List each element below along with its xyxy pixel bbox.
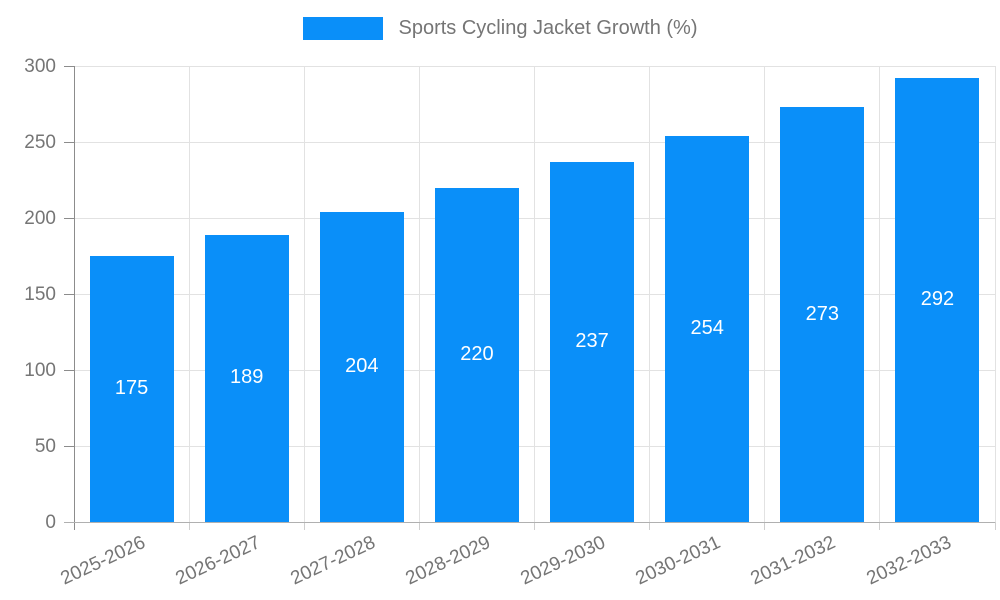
x-gridline xyxy=(188,66,190,522)
y-tick-label: 0 xyxy=(45,511,56,533)
x-axis-tick xyxy=(418,522,420,530)
y-axis-tick xyxy=(64,521,74,523)
x-gridline xyxy=(649,66,651,522)
x-tick-label: 2027-2028 xyxy=(287,532,379,590)
x-gridline xyxy=(764,66,766,522)
legend-label: Sports Cycling Jacket Growth (%) xyxy=(398,17,698,39)
y-tick-label: 150 xyxy=(24,283,56,305)
x-axis-tick xyxy=(303,522,305,530)
bar[interactable] xyxy=(434,187,519,522)
x-tick-label: 2032-2033 xyxy=(863,532,955,590)
bar[interactable] xyxy=(550,161,635,522)
x-gridline xyxy=(303,66,305,522)
y-tick-label: 300 xyxy=(24,55,56,77)
y-tick-label: 50 xyxy=(34,435,56,457)
bar[interactable] xyxy=(89,256,174,522)
bar[interactable] xyxy=(780,107,865,522)
x-axis-tick xyxy=(649,522,651,530)
y-tick-label: 250 xyxy=(24,131,56,153)
y-axis-line xyxy=(73,66,75,522)
x-gridline xyxy=(994,66,996,522)
y-axis-tick xyxy=(64,445,74,447)
x-gridline xyxy=(879,66,881,522)
x-tick-label: 2026-2027 xyxy=(172,532,264,590)
x-tick-label: 2028-2029 xyxy=(402,532,494,590)
x-axis-tick xyxy=(994,522,996,530)
x-tick-label: 2031-2032 xyxy=(747,532,840,590)
legend-swatch-icon xyxy=(302,17,383,40)
y-axis-tick xyxy=(64,217,74,219)
y-axis-tick xyxy=(64,293,74,295)
y-gridline xyxy=(74,65,995,67)
y-axis-tick xyxy=(64,141,74,143)
y-axis-tick xyxy=(64,65,74,67)
x-axis-tick xyxy=(879,522,881,530)
bar[interactable] xyxy=(895,78,980,522)
x-gridline xyxy=(418,66,420,522)
x-axis-tick xyxy=(188,522,190,530)
plot-area: 175 189 204 220 237 254 273 292 xyxy=(73,65,996,522)
y-tick-label: 200 xyxy=(24,207,56,229)
x-axis-tick xyxy=(764,522,766,530)
x-tick-label: 2030-2031 xyxy=(632,532,725,590)
bar[interactable] xyxy=(204,234,289,522)
x-tick-label: 2025-2026 xyxy=(57,532,149,590)
x-axis-tick xyxy=(73,522,75,530)
x-axis-tick xyxy=(534,522,535,530)
x-gridline xyxy=(534,66,535,522)
y-tick-label: 100 xyxy=(24,359,56,381)
bar[interactable] xyxy=(665,135,750,522)
legend[interactable]: Sports Cycling Jacket Growth (%) xyxy=(0,17,1000,40)
x-tick-label: 2029-2030 xyxy=(517,532,609,590)
bar[interactable] xyxy=(319,211,404,522)
y-axis-tick xyxy=(64,369,74,371)
